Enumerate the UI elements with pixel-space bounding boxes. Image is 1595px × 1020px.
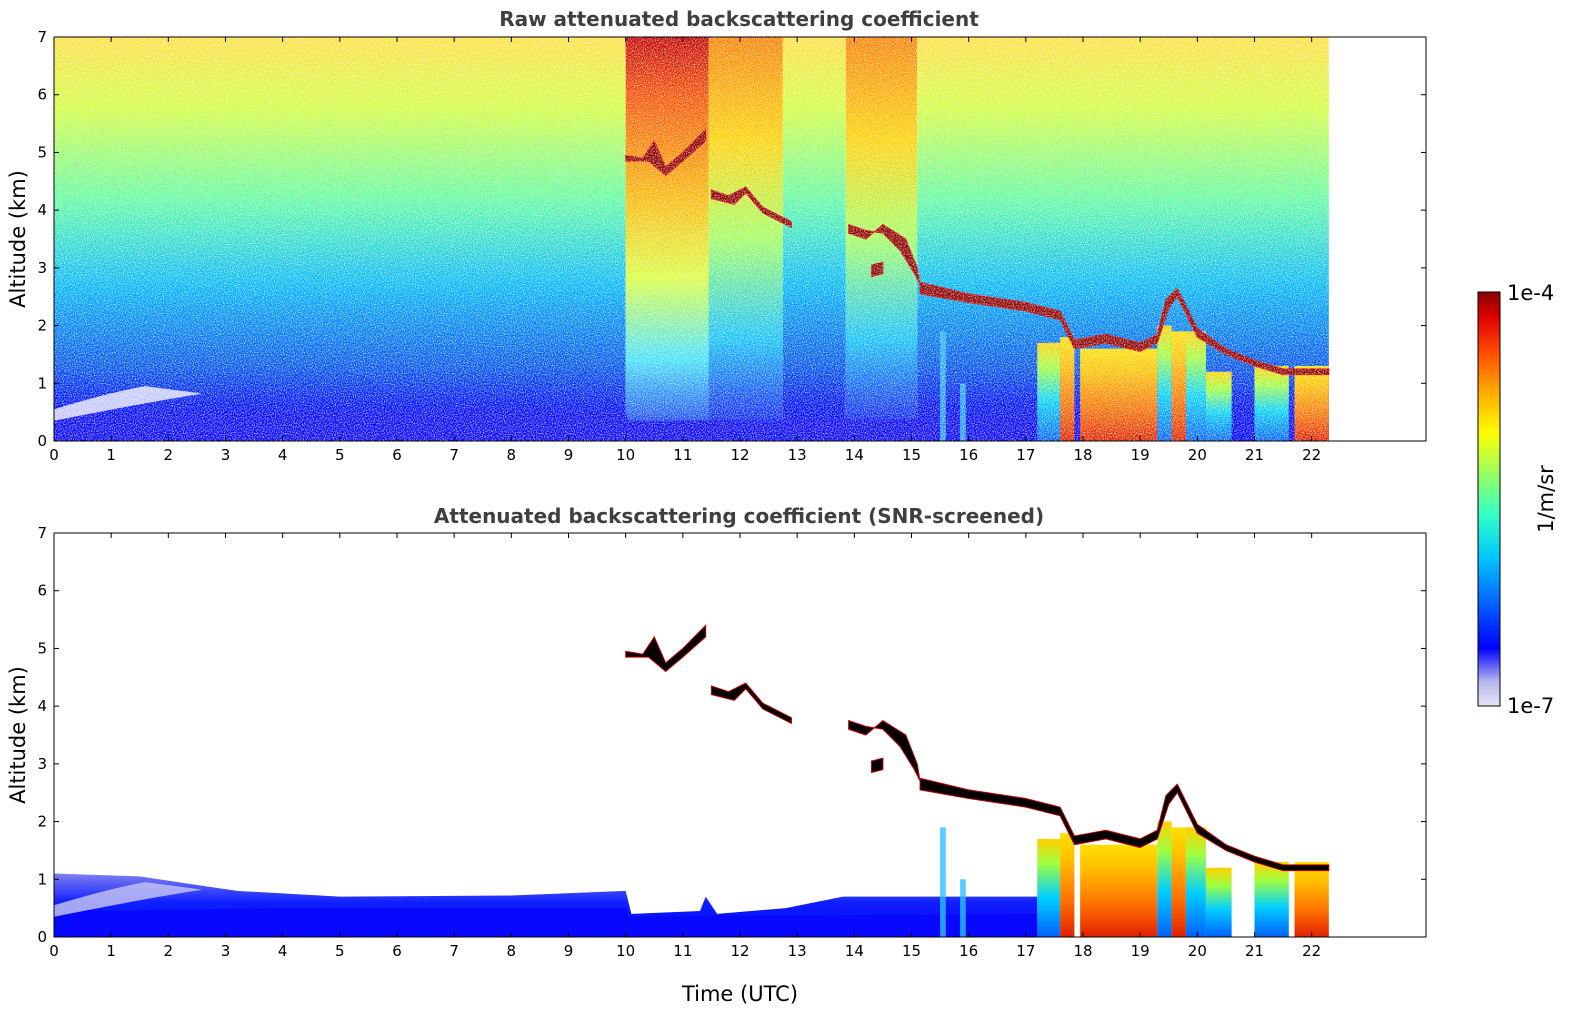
- y-tick-label: 7: [37, 524, 47, 542]
- boundary-layer: [54, 908, 1038, 937]
- precipitation-column: [1060, 833, 1075, 937]
- y-tick-label: 6: [37, 582, 47, 600]
- x-tick-label: 13: [788, 446, 807, 464]
- bottom-panel-title: Attenuated backscattering coefficient (S…: [434, 504, 1044, 528]
- precipitation-column: [1254, 861, 1289, 937]
- x-tick-label: 7: [449, 446, 459, 464]
- x-tick-label: 18: [1073, 446, 1092, 464]
- x-tick-label: 5: [335, 446, 345, 464]
- y-tick-label: 6: [37, 86, 47, 104]
- x-tick-label: 8: [507, 942, 517, 960]
- y-tick-label: 3: [37, 259, 47, 277]
- x-tick-label: 1: [106, 942, 116, 960]
- x-tick-label: 11: [673, 942, 692, 960]
- x-tick-label: 7: [449, 942, 459, 960]
- x-tick-label: 2: [164, 942, 174, 960]
- colorbar: 1e-4 1e-7 1/m/sr: [1477, 281, 1558, 718]
- x-tick-label: 21: [1245, 446, 1264, 464]
- x-tick-label: 19: [1131, 942, 1150, 960]
- x-tick-label: 15: [902, 942, 921, 960]
- noise-speckle: [54, 37, 1329, 441]
- y-tick-label: 0: [37, 432, 47, 450]
- y-tick-label: 7: [37, 28, 47, 46]
- x-tick-label: 5: [335, 942, 345, 960]
- cloud-layer: [848, 719, 921, 782]
- x-tick-label: 1: [106, 446, 116, 464]
- precipitation-column: [1294, 861, 1329, 937]
- precipitation-column: [1080, 844, 1158, 937]
- x-tick-label: 18: [1073, 942, 1092, 960]
- y-tick-label: 4: [37, 697, 47, 715]
- cloud-layer: [625, 624, 707, 673]
- colorbar-label: 1/m/sr: [1534, 465, 1558, 533]
- x-tick-label: 0: [49, 942, 59, 960]
- backscatter-field: [54, 624, 1330, 937]
- x-tick-label: 20: [1188, 942, 1207, 960]
- x-tick-label: 22: [1302, 942, 1321, 960]
- snr-screened-panel: 0 1 2 3 4 5 6 7 8 9 10 11 12 13 14 15 16 17 18 19 20 21 220123…: [37, 524, 1427, 960]
- colorbar-min-label: 1e-7: [1507, 694, 1554, 718]
- cloud-layer: [710, 682, 792, 725]
- x-tick-label: 16: [959, 446, 978, 464]
- y-tick-label: 1: [37, 374, 47, 392]
- raw-backscatter-panel: 0 1 2 3 4 5 6 7 8 9 10 11 12 13 14 15 16 17 18 19 20 21 220123…: [37, 28, 1427, 464]
- y-tick-label: 5: [37, 639, 47, 657]
- cloud-layer: [870, 757, 884, 774]
- x-tick-label: 22: [1302, 446, 1321, 464]
- x-axis-label: Time (UTC): [681, 982, 798, 1006]
- virga-streak: [960, 879, 966, 937]
- y-tick-label: 2: [37, 317, 47, 335]
- x-tick-label: 14: [845, 942, 864, 960]
- x-tick-label: 17: [1016, 942, 1035, 960]
- y-tick-label: 2: [37, 813, 47, 831]
- x-tick-label: 14: [845, 446, 864, 464]
- x-tick-label: 0: [49, 446, 59, 464]
- x-tick-label: 10: [616, 942, 635, 960]
- x-tick-label: 9: [564, 942, 574, 960]
- x-tick-label: 4: [278, 446, 288, 464]
- precipitation-column: [1157, 821, 1172, 937]
- x-tick-label: 16: [959, 942, 978, 960]
- precipitation-column: [1171, 827, 1186, 937]
- x-tick-label: 3: [221, 446, 231, 464]
- aerosol-plume: [54, 882, 203, 917]
- x-tick-label: 9: [564, 446, 574, 464]
- x-tick-label: 15: [902, 446, 921, 464]
- x-tick-label: 13: [788, 942, 807, 960]
- x-tick-label: 6: [392, 942, 402, 960]
- y-tick-label: 0: [37, 928, 47, 946]
- x-tick-label: 4: [278, 942, 288, 960]
- colorbar-max-label: 1e-4: [1507, 281, 1554, 305]
- x-tick-label: 10: [616, 446, 635, 464]
- x-tick-label: 6: [392, 446, 402, 464]
- x-tick-label: 8: [507, 446, 517, 464]
- colorbar-scale: [1477, 291, 1501, 707]
- y-tick-label: 4: [37, 201, 47, 219]
- x-tick-label: 20: [1188, 446, 1207, 464]
- backscatter-field: [54, 37, 1330, 441]
- precipitation-column: [1037, 838, 1061, 937]
- precipitation-column: [1185, 827, 1206, 937]
- x-tick-label: 3: [221, 942, 231, 960]
- x-tick-label: 12: [730, 446, 749, 464]
- x-tick-label: 19: [1131, 446, 1150, 464]
- x-tick-label: 2: [164, 446, 174, 464]
- y-tick-label: 3: [37, 755, 47, 773]
- bottom-y-axis-label: Altitude (km): [6, 666, 30, 804]
- top-y-axis-label: Altitude (km): [6, 170, 30, 308]
- y-tick-label: 1: [37, 870, 47, 888]
- x-tick-label: 12: [730, 942, 749, 960]
- y-tick-label: 5: [37, 143, 47, 161]
- top-panel-title: Raw attenuated backscattering coefficien…: [499, 7, 979, 31]
- x-tick-label: 11: [673, 446, 692, 464]
- x-tick-label: 17: [1016, 446, 1035, 464]
- precipitation-column: [1205, 867, 1232, 937]
- x-tick-label: 21: [1245, 942, 1264, 960]
- virga-streak: [940, 827, 946, 937]
- cloud-layer: [919, 777, 1330, 872]
